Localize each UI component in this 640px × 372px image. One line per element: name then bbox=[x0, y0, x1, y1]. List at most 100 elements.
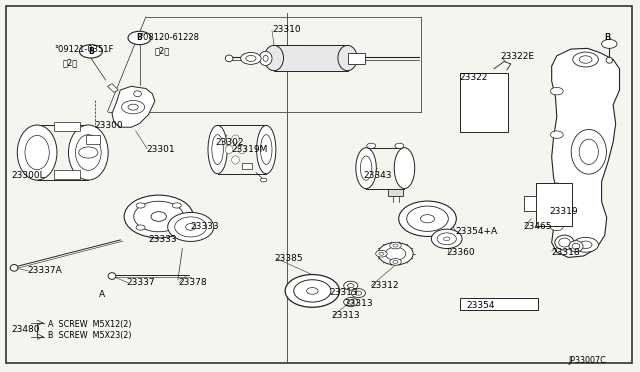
Ellipse shape bbox=[572, 243, 580, 249]
Ellipse shape bbox=[407, 206, 449, 231]
Ellipse shape bbox=[17, 125, 57, 180]
Ellipse shape bbox=[385, 247, 406, 260]
Ellipse shape bbox=[355, 291, 362, 295]
Text: 23385: 23385 bbox=[274, 254, 303, 263]
Circle shape bbox=[241, 52, 261, 64]
Text: 23354+A: 23354+A bbox=[456, 227, 498, 236]
Text: 23465: 23465 bbox=[524, 222, 552, 231]
Bar bbox=[348, 53, 365, 64]
Text: 23313: 23313 bbox=[344, 299, 373, 308]
Ellipse shape bbox=[431, 229, 462, 248]
Text: 23343: 23343 bbox=[364, 171, 392, 180]
Circle shape bbox=[390, 242, 401, 249]
Circle shape bbox=[128, 104, 138, 110]
Ellipse shape bbox=[257, 125, 276, 174]
Circle shape bbox=[379, 252, 384, 255]
Text: 23313: 23313 bbox=[332, 311, 360, 320]
Ellipse shape bbox=[25, 135, 49, 170]
Text: 23318: 23318 bbox=[552, 248, 580, 257]
Circle shape bbox=[79, 147, 98, 158]
Ellipse shape bbox=[238, 145, 246, 154]
Text: B  SCREW  M5X23(2): B SCREW M5X23(2) bbox=[48, 331, 131, 340]
Ellipse shape bbox=[285, 275, 339, 307]
Circle shape bbox=[573, 237, 598, 252]
Ellipse shape bbox=[263, 55, 268, 61]
Text: B: B bbox=[604, 33, 611, 42]
Polygon shape bbox=[108, 84, 118, 92]
Text: 23302: 23302 bbox=[215, 138, 244, 147]
Bar bbox=[536, 183, 572, 226]
Ellipse shape bbox=[606, 57, 612, 63]
Circle shape bbox=[579, 56, 592, 63]
Ellipse shape bbox=[307, 288, 318, 294]
Circle shape bbox=[550, 223, 563, 231]
Circle shape bbox=[260, 178, 267, 182]
Ellipse shape bbox=[569, 241, 583, 252]
Text: （2）: （2） bbox=[155, 47, 170, 56]
Circle shape bbox=[573, 52, 598, 67]
Text: A  SCREW  M5X12(2): A SCREW M5X12(2) bbox=[48, 320, 131, 329]
Text: 23301: 23301 bbox=[146, 145, 175, 154]
Polygon shape bbox=[242, 163, 252, 169]
Text: °09121-0351F: °09121-0351F bbox=[54, 45, 114, 54]
Circle shape bbox=[550, 183, 563, 190]
Circle shape bbox=[367, 143, 376, 148]
Ellipse shape bbox=[168, 212, 214, 241]
Text: 23319M: 23319M bbox=[232, 145, 268, 154]
Ellipse shape bbox=[108, 273, 116, 279]
Ellipse shape bbox=[259, 51, 272, 65]
Text: 23310: 23310 bbox=[272, 25, 301, 34]
Circle shape bbox=[79, 45, 102, 58]
Ellipse shape bbox=[579, 139, 598, 164]
Text: （2）: （2） bbox=[63, 58, 78, 67]
Circle shape bbox=[136, 225, 145, 230]
Ellipse shape bbox=[264, 45, 284, 71]
Ellipse shape bbox=[212, 135, 223, 164]
Ellipse shape bbox=[444, 237, 450, 241]
Text: 23337: 23337 bbox=[127, 278, 156, 287]
Ellipse shape bbox=[294, 280, 331, 302]
Ellipse shape bbox=[10, 264, 18, 271]
Ellipse shape bbox=[208, 125, 227, 174]
Bar bbox=[54, 170, 80, 179]
Circle shape bbox=[395, 143, 404, 148]
Ellipse shape bbox=[348, 300, 354, 304]
Text: 23337A: 23337A bbox=[27, 266, 61, 275]
Ellipse shape bbox=[76, 135, 101, 170]
Ellipse shape bbox=[225, 55, 233, 62]
Text: 23300L: 23300L bbox=[12, 171, 45, 180]
Text: JP33007C: JP33007C bbox=[568, 356, 606, 365]
Circle shape bbox=[136, 203, 145, 208]
Circle shape bbox=[393, 244, 398, 247]
Ellipse shape bbox=[338, 45, 357, 71]
Ellipse shape bbox=[186, 224, 196, 230]
Ellipse shape bbox=[348, 283, 354, 288]
Ellipse shape bbox=[134, 91, 141, 97]
Ellipse shape bbox=[351, 289, 365, 298]
Text: °08120-61228: °08120-61228 bbox=[140, 33, 200, 42]
Text: 23313: 23313 bbox=[330, 288, 358, 296]
Text: 23322E: 23322E bbox=[500, 52, 534, 61]
Text: 23333: 23333 bbox=[191, 222, 220, 231]
Circle shape bbox=[550, 87, 563, 95]
Circle shape bbox=[579, 241, 592, 248]
Text: 23300: 23300 bbox=[95, 121, 124, 130]
Text: 23312: 23312 bbox=[370, 281, 399, 290]
Ellipse shape bbox=[225, 145, 233, 154]
Ellipse shape bbox=[232, 135, 239, 143]
Circle shape bbox=[172, 203, 181, 208]
Circle shape bbox=[376, 250, 387, 257]
Ellipse shape bbox=[344, 281, 358, 290]
Circle shape bbox=[393, 260, 398, 263]
Bar bbox=[460, 73, 508, 132]
Ellipse shape bbox=[68, 125, 108, 180]
Ellipse shape bbox=[344, 298, 358, 307]
Ellipse shape bbox=[420, 215, 435, 223]
Ellipse shape bbox=[437, 233, 456, 245]
Text: 23378: 23378 bbox=[178, 278, 207, 287]
Bar bbox=[54, 122, 80, 131]
Ellipse shape bbox=[572, 129, 607, 174]
Circle shape bbox=[128, 31, 151, 45]
Text: 23354: 23354 bbox=[466, 301, 495, 310]
Bar bbox=[524, 196, 536, 211]
